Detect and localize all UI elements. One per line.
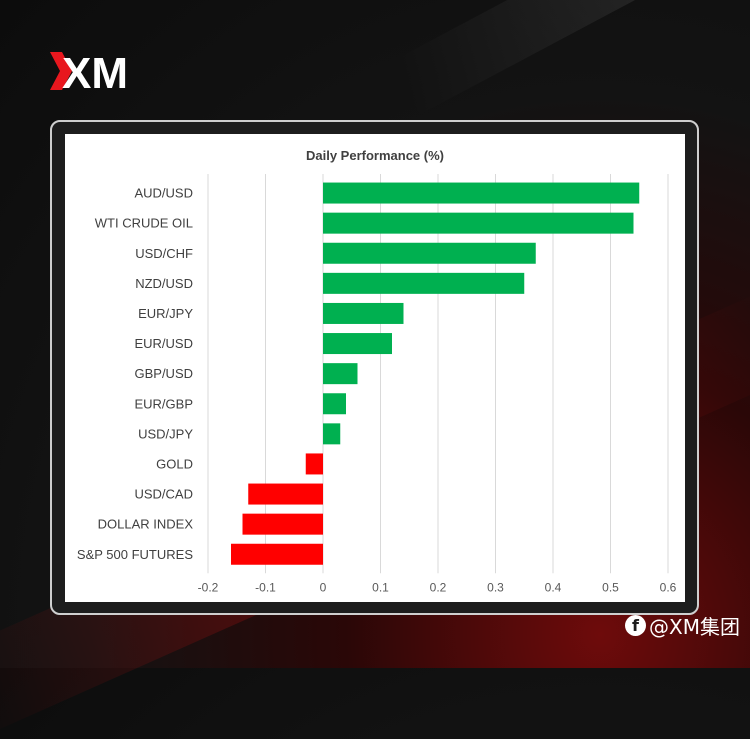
bar	[323, 182, 640, 204]
x-tick-label: 0	[320, 580, 327, 594]
bar	[323, 333, 392, 355]
category-label: EUR/GBP	[134, 396, 193, 411]
bar	[323, 242, 536, 264]
logo-text: XM	[62, 49, 128, 94]
category-label: NZD/USD	[135, 276, 193, 291]
x-tick-label: 0.2	[430, 580, 447, 594]
x-tick-label: 0.1	[372, 580, 389, 594]
category-label: GOLD	[156, 456, 193, 471]
x-tick-label: 0.3	[487, 580, 504, 594]
category-label: DOLLAR INDEX	[98, 517, 194, 532]
category-label: EUR/USD	[134, 336, 193, 351]
bar	[323, 212, 634, 234]
chart-title: Daily Performance (%)	[306, 148, 444, 163]
background-stripe	[390, 0, 750, 116]
bar	[323, 272, 525, 294]
category-label: EUR/JPY	[138, 306, 193, 321]
bar	[248, 483, 323, 505]
category-label: AUD/USD	[134, 186, 193, 201]
category-label: USD/CHF	[135, 246, 193, 261]
bar	[242, 513, 323, 535]
x-tick-label: -0.2	[198, 580, 219, 594]
bar	[323, 393, 346, 415]
bar	[323, 363, 358, 385]
chart-panel: Daily Performance (%) AUD/USD WTI CRUDE O…	[65, 134, 685, 602]
x-tick-label: 0.5	[602, 580, 619, 594]
x-tick-label: 0.6	[660, 580, 677, 594]
logo-mark	[50, 52, 72, 90]
category-label: S&P 500 FUTURES	[77, 547, 193, 562]
category-label: WTI CRUDE OIL	[95, 216, 193, 231]
bar-chart: Daily Performance (%) AUD/USD WTI CRUDE O…	[77, 148, 677, 594]
xm-logo-icon: XM	[50, 49, 128, 94]
category-label: USD/CAD	[134, 487, 193, 502]
bar	[231, 543, 323, 565]
bar	[323, 302, 404, 324]
category-label: USD/JPY	[138, 426, 193, 441]
category-label: GBP/USD	[134, 366, 193, 381]
facebook-icon: f	[625, 615, 647, 636]
x-tick-label: 0.4	[545, 580, 562, 594]
watermark: f @XM集团	[625, 611, 740, 640]
bar	[305, 453, 323, 475]
watermark-text: @XM集团	[649, 615, 740, 639]
x-tick-label: -0.1	[255, 580, 276, 594]
bar	[323, 423, 341, 445]
